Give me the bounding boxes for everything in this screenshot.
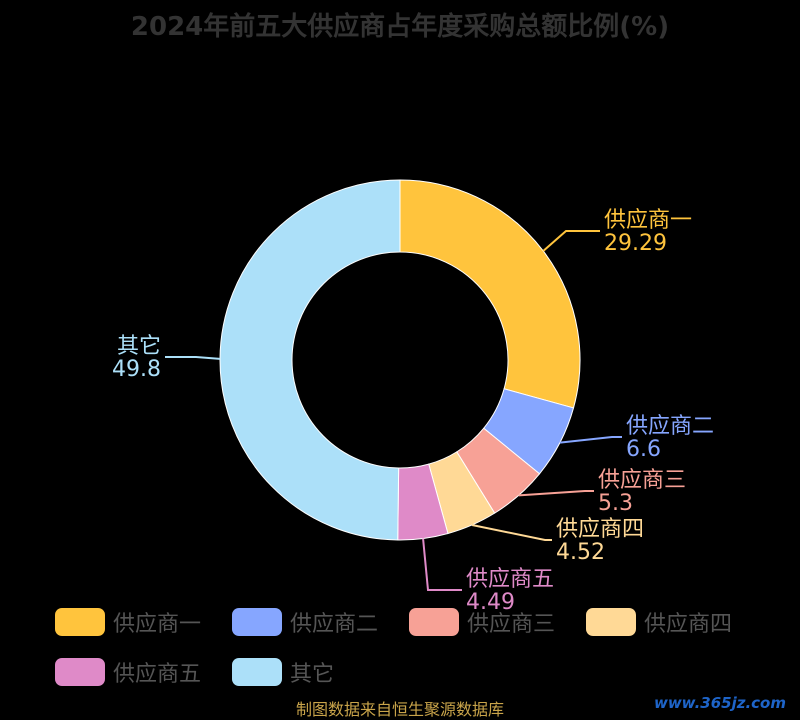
slice-name-label-supplier-5: 供应商五 [466,567,554,592]
source-note: 制图数据来自恒生聚源数据库 [295,700,504,719]
leader-lines-group [165,230,622,591]
leader-line-supplier-1 [542,230,600,252]
slice-name-label-supplier-2: 供应商二 [626,414,714,439]
slice-supplier-1[interactable] [399,179,581,409]
legend: 供应商一 供应商二 供应商三 供应商四供应商五 其它 [55,608,775,687]
legend-item-supplier-1[interactable]: 供应商一 [55,608,232,637]
watermark: www.365jz.com [653,694,786,712]
leader-line-supplier-3 [518,490,594,497]
legend-label: 供应商五 [113,662,202,687]
chart-title: 2024年前五大供应商占年度采购总额比例(%) [130,12,670,42]
slice-other[interactable] [219,179,401,541]
legend-label: 供应商二 [290,612,379,637]
slice-value-label-supplier-5: 4.49 [466,590,515,615]
legend-swatch [55,608,105,636]
legend-swatch [232,658,282,686]
legend-swatch [586,608,636,636]
legend-label: 其它 [290,662,335,687]
legend-label: 供应商四 [644,612,733,637]
slice-name-label-other: 其它 [117,334,161,359]
slice-value-label-supplier-3: 5.3 [598,491,633,516]
leader-line-other [165,356,221,360]
legend-swatch [232,608,282,636]
leader-line-supplier-4 [471,523,552,541]
slices-group [219,179,581,541]
leader-line-supplier-5 [422,538,462,591]
legend-item-supplier-5[interactable]: 供应商五 [55,658,232,687]
legend-swatch [55,658,105,686]
slice-value-label-other: 49.8 [112,357,161,382]
legend-item-supplier-3[interactable]: 供应商三 [409,608,586,637]
legend-item-supplier-2[interactable]: 供应商二 [232,608,409,637]
slice-value-label-supplier-2: 6.6 [626,437,661,462]
slice-name-label-supplier-1: 供应商一 [604,208,692,233]
legend-label: 供应商三 [467,612,556,637]
legend-item-other[interactable]: 其它 [232,658,409,687]
slice-value-label-supplier-1: 29.29 [604,231,667,256]
leader-line-supplier-2 [559,436,622,444]
legend-swatch [409,608,459,636]
slice-name-label-supplier-4: 供应商四 [556,517,644,542]
slice-value-label-supplier-4: 4.52 [556,540,605,565]
slice-name-label-supplier-3: 供应商三 [598,468,686,493]
legend-label: 供应商一 [113,612,202,637]
legend-item-supplier-4[interactable]: 供应商四 [586,608,763,637]
